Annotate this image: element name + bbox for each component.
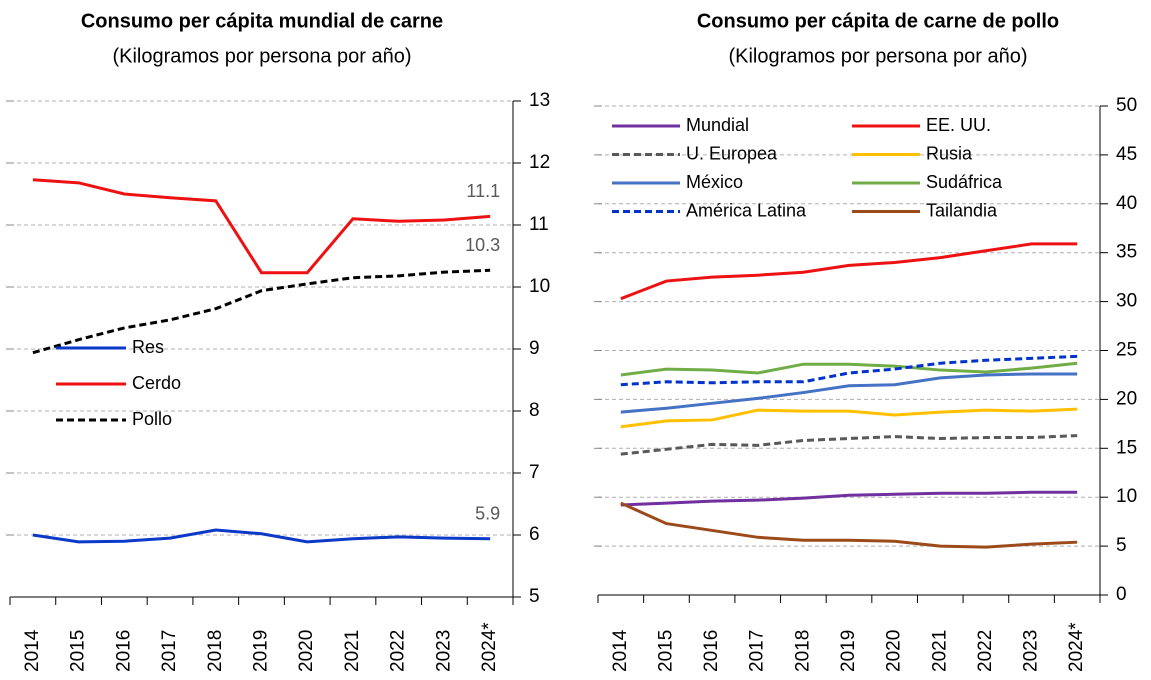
y-tick-label: 0 — [1116, 584, 1127, 605]
y-tick-label: 11 — [529, 214, 549, 235]
x-tick-label: 2014 — [22, 629, 43, 672]
x-tick-label: 2022 — [975, 630, 996, 672]
series-line — [32, 528, 491, 544]
series-line — [620, 372, 1078, 414]
x-tick-label: 2023 — [433, 630, 454, 672]
y-tick-label: 13 — [529, 90, 550, 111]
chart-title: Consumo per cápita mundial de carne — [81, 10, 443, 32]
data-label: 11.1 — [466, 181, 500, 201]
x-tick-label: 2022 — [388, 630, 409, 672]
y-tick-label: 5 — [1116, 535, 1127, 556]
y-tick-label: 5 — [529, 586, 540, 607]
y-tick-label: 35 — [1116, 242, 1137, 263]
y-tick-label: 50 — [1116, 95, 1137, 116]
legend-label: Rusia — [926, 143, 973, 163]
x-tick-label: 2014 — [610, 629, 631, 672]
x-tick-label: 2017 — [159, 630, 180, 672]
y-tick-label: 6 — [529, 524, 540, 545]
x-tick-label: 2020 — [884, 630, 905, 672]
legend-label: U. Europea — [686, 143, 778, 163]
x-tick-label: 2017 — [747, 630, 768, 672]
series-line — [620, 434, 1078, 456]
chart-title: Consumo per cápita de carne de pollo — [697, 10, 1059, 32]
x-tick-label: 2015 — [655, 630, 676, 672]
legend-label: Pollo — [132, 409, 172, 429]
x-tick-label: 2024* — [1066, 622, 1087, 672]
y-tick-label: 10 — [1116, 486, 1137, 507]
data-label: 5.9 — [475, 503, 500, 523]
x-tick-label: 2020 — [296, 630, 317, 672]
legend-label: América Latina — [686, 200, 807, 220]
data-label: 10.3 — [465, 235, 500, 255]
x-tick-label: 2021 — [929, 630, 950, 672]
x-tick-label: 2021 — [342, 630, 363, 672]
series-line — [620, 501, 1078, 549]
legend-label: Mundial — [686, 115, 749, 135]
legend-label: México — [686, 172, 743, 192]
y-tick-label: 25 — [1116, 340, 1137, 361]
x-tick-label: 2019 — [251, 630, 272, 672]
x-tick-label: 2018 — [205, 630, 226, 672]
series-line — [620, 407, 1078, 429]
y-tick-label: 20 — [1116, 388, 1137, 409]
legend-label: Sudáfrica — [926, 172, 1003, 192]
series-line — [620, 361, 1078, 377]
chart-subtitle: (Kilogramos por persona por año) — [112, 45, 411, 67]
x-tick-label: 2023 — [1021, 630, 1042, 672]
x-tick-label: 2016 — [113, 630, 134, 672]
y-tick-label: 8 — [529, 400, 540, 421]
x-tick-label: 2018 — [792, 630, 813, 672]
series-line — [32, 268, 491, 355]
y-tick-label: 40 — [1116, 193, 1137, 214]
legend-label: Tailandia — [926, 200, 998, 220]
series-line — [32, 178, 491, 275]
legend-label: Res — [132, 337, 164, 357]
series-line — [620, 490, 1078, 507]
legend-label: Cerdo — [132, 373, 181, 393]
y-tick-label: 10 — [529, 276, 550, 297]
x-tick-label: 2015 — [68, 630, 89, 672]
x-tick-label: 2016 — [701, 630, 722, 672]
chart-subtitle: (Kilogramos por persona por año) — [728, 45, 1027, 67]
y-tick-label: 15 — [1116, 437, 1137, 458]
y-tick-label: 45 — [1116, 144, 1137, 165]
y-tick-label: 9 — [529, 338, 540, 359]
x-tick-label: 2019 — [838, 630, 859, 672]
y-tick-label: 30 — [1116, 291, 1137, 312]
legend-label: EE. UU. — [926, 115, 991, 135]
y-tick-label: 12 — [529, 152, 550, 173]
y-tick-label: 7 — [529, 462, 540, 483]
x-tick-label: 2024* — [479, 622, 500, 672]
series-line — [620, 242, 1078, 301]
